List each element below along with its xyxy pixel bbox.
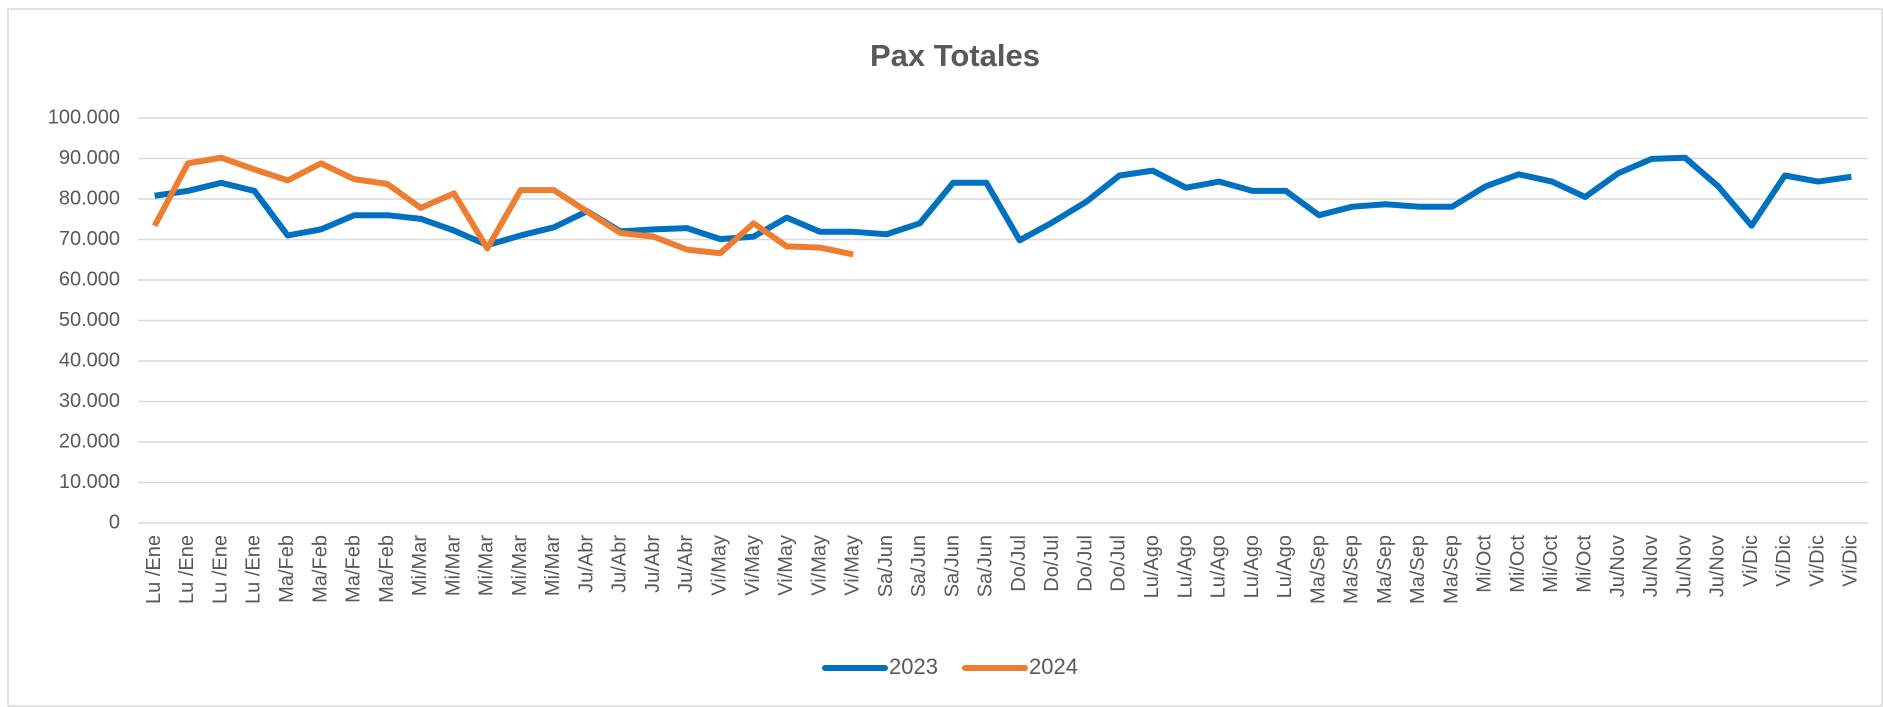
y-tick-label: 90.000: [59, 147, 120, 169]
x-tick-label: Ma/Feb: [343, 535, 365, 603]
y-tick-label: 10.000: [59, 471, 120, 493]
x-tick-label: Vi/Dic: [1840, 535, 1862, 587]
x-tick-label: Vi/May: [742, 535, 764, 596]
x-tick-label: Do/Jul: [1041, 535, 1063, 592]
x-tick-label: Lu/Ago: [1208, 535, 1230, 598]
x-tick-label: Lu/Ago: [1241, 535, 1263, 598]
line-series: [151, 154, 854, 258]
chart-frame: [7, 8, 1883, 707]
x-tick-label: Sa/Jun: [975, 535, 997, 597]
x-tick-label: Lu /Ene: [143, 535, 165, 604]
y-tick-label: 60.000: [59, 268, 120, 290]
x-tick-label: Ma/Sep: [1407, 535, 1429, 604]
y-tick-label: 50.000: [59, 309, 120, 331]
x-tick-label: Mi/Oct: [1474, 535, 1496, 593]
x-tick-label: Mi/Oct: [1573, 535, 1595, 593]
x-tick-label: Mi/Mar: [442, 535, 464, 596]
x-tick-label: Ma/Sep: [1341, 535, 1363, 604]
x-tick-label: Do/Jul: [1074, 535, 1096, 592]
x-tick-label: Vi/May: [842, 535, 864, 596]
x-tick-label: Do/Jul: [1008, 535, 1030, 592]
x-tick-label: Ma/Feb: [309, 535, 331, 603]
x-tick-label: Ma/Sep: [1307, 535, 1329, 604]
x-tick-label: Lu /Ene: [176, 535, 198, 604]
x-tick-label: Mi/Mar: [542, 535, 564, 596]
x-tick-label: Lu /Ene: [243, 535, 265, 604]
x-tick-label: Lu/Ago: [1174, 535, 1196, 598]
x-tick-label: Ma/Feb: [276, 535, 298, 603]
x-tick-label: Mi/Oct: [1540, 535, 1562, 593]
y-tick-label: 30.000: [59, 390, 120, 412]
x-tick-label: Do/Jul: [1108, 535, 1130, 592]
x-tick-label: Ju/Nov: [1640, 535, 1662, 597]
y-tick-label: 100.000: [48, 106, 120, 128]
x-tick-label: Lu /Ene: [209, 535, 231, 604]
x-tick-label: Mi/Oct: [1507, 535, 1529, 593]
x-tick-label: Mi/Mar: [409, 535, 431, 596]
y-tick-label: 20.000: [59, 430, 120, 452]
x-tick-label: Vi/May: [775, 535, 797, 596]
x-tick-label: Ma/Feb: [376, 535, 398, 603]
x-tick-label: Ju/Nov: [1707, 535, 1729, 597]
x-tick-label: Lu/Ago: [1274, 535, 1296, 598]
x-tick-label: Ju/Abr: [609, 535, 631, 593]
x-tick-label: Mi/Mar: [476, 535, 498, 596]
line-series: [154, 154, 1852, 249]
x-tick-label: Ju/Abr: [675, 535, 697, 593]
y-tick-label: 40.000: [59, 349, 120, 371]
x-tick-label: Vi/May: [708, 535, 730, 596]
x-tick-label: Ju/Abr: [642, 535, 664, 593]
y-tick-label: 70.000: [59, 228, 120, 250]
legend-label: 2024: [1029, 654, 1078, 679]
x-tick-label: Ma/Sep: [1374, 535, 1396, 604]
x-tick-label: Mi/Mar: [509, 535, 531, 596]
x-tick-label: Lu/Ago: [1141, 535, 1163, 598]
x-tick-label: Vi/Dic: [1773, 535, 1795, 587]
chart-title: Pax Totales: [870, 38, 1040, 73]
x-tick-label: Sa/Jun: [875, 535, 897, 597]
x-tick-label: Vi/Dic: [1740, 535, 1762, 587]
x-tick-label: Ju/Nov: [1673, 535, 1695, 597]
x-tick-label: Ju/Nov: [1607, 535, 1629, 597]
x-tick-label: Sa/Jun: [941, 535, 963, 597]
x-tick-label: Ju/Abr: [575, 535, 597, 593]
x-tick-label: Vi/Dic: [1806, 535, 1828, 587]
y-tick-label: 80.000: [59, 187, 120, 209]
legend-label: 2023: [889, 654, 938, 679]
x-tick-label: Ma/Sep: [1440, 535, 1462, 604]
x-tick-label: Vi/May: [808, 535, 830, 596]
y-tick-label: 0: [109, 511, 120, 533]
x-tick-label: Sa/Jun: [908, 535, 930, 597]
